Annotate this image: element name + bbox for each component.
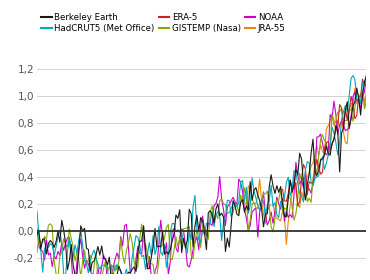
Legend: Berkeley Earth, HadCRUT5 (Met Office), ERA-5, GISTEMP (Nasa), NOAA, JRA-55: Berkeley Earth, HadCRUT5 (Met Office), E… <box>41 13 286 32</box>
